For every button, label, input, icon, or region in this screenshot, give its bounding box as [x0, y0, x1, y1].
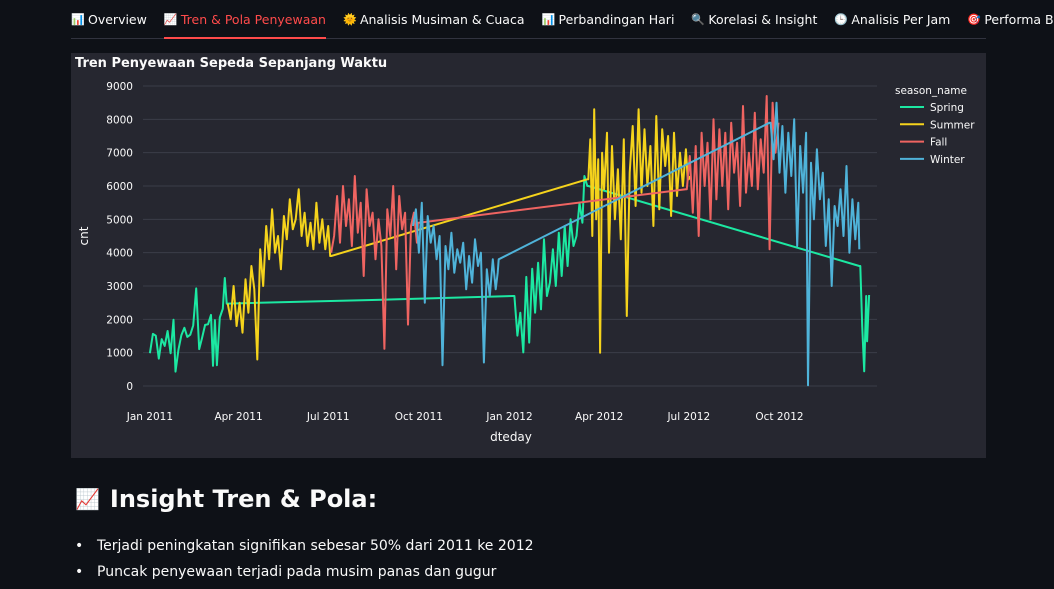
y-tick-label: 0 [126, 381, 133, 393]
tab-label: Analisis Per Jam [851, 11, 951, 27]
x-tick-label: Oct 2012 [755, 411, 803, 423]
sun-icon: 🌞 [342, 12, 357, 26]
time-series-chart: Tren Penyewaan Sepeda Sepanjang Waktu 0 10… [75, 56, 975, 444]
y-axis-title: cnt [77, 226, 91, 245]
insight-heading: 📈 Insight Tren & Pola: [75, 485, 377, 513]
series-line-winter [412, 101, 861, 387]
y-tick-label: 4000 [106, 248, 133, 260]
y-tick-label: 6000 [106, 181, 133, 193]
legend-label-fall: Fall [930, 137, 947, 149]
tab-label: Analisis Musiman & Cuaca [359, 11, 525, 27]
tab-label: Performa Bulanan [984, 11, 1054, 27]
insight-list: • Terjadi peningkatan signifikan sebesar … [75, 536, 534, 588]
chart-panel: Tren Penyewaan Sepeda Sepanjang Waktu 0 10… [71, 53, 986, 458]
tab-bar: 📊 Overview 📈 Tren & Pola Penyewaan 🌞 Analisis… [71, 0, 1054, 39]
bar-chart-icon: 📊 [71, 12, 85, 26]
y-tick-label: 1000 [106, 348, 133, 360]
x-tick-label: Jan 2011 [126, 411, 173, 423]
y-tick-label: 8000 [106, 114, 133, 126]
bar-chart-icon: 📊 [541, 12, 556, 26]
legend-label-winter: Winter [930, 154, 965, 166]
legend-title: season_name [895, 85, 967, 97]
tab-analisis-musiman-cuaca[interactable]: 🌞 Analisis Musiman & Cuaca [343, 0, 525, 38]
tab-tren-pola-penyewaan[interactable]: 📈 Tren & Pola Penyewaan [163, 0, 327, 39]
x-tick-label: Jul 2011 [306, 411, 350, 423]
list-item: • Terjadi peningkatan signifikan sebesar … [75, 538, 534, 554]
x-tick-label: Jan 2012 [485, 411, 532, 423]
trend-chart-icon: 📈 [163, 12, 178, 26]
tab-label: Korelasi & Insight [708, 11, 818, 27]
clock-icon: 🕒 [834, 12, 849, 26]
y-tick-label: 2000 [106, 314, 133, 326]
x-axis-title: dteday [490, 430, 532, 444]
tab-label: Tren & Pola Penyewaan [180, 11, 326, 27]
x-tick-label: Apr 2011 [214, 411, 262, 423]
series-line-spring [148, 175, 871, 373]
y-tick-label: 9000 [106, 81, 133, 93]
y-tick-label: 7000 [106, 148, 133, 160]
tab-performa-bulanan[interactable]: 🎯Performa Bulanan [967, 0, 1054, 38]
y-tick-label: 5000 [106, 214, 133, 226]
legend-label-spring: Spring [930, 102, 964, 114]
y-tick-label: 3000 [106, 281, 133, 293]
chart-title: Tren Penyewaan Sepeda Sepanjang Waktu [75, 56, 387, 71]
series-line-fall [330, 95, 780, 350]
tab-korelasi-insight[interactable]: 🔍 Korelasi & Insight [691, 0, 817, 38]
tab-analisis-per-jam[interactable]: 🕒 Analisis Per Jam [834, 0, 950, 38]
insight-title: Insight Tren & Pola: [109, 485, 378, 513]
x-tick-label: Oct 2011 [395, 411, 443, 423]
x-tick-label: Jul 2012 [666, 411, 710, 423]
tab-label: Overview [88, 11, 147, 27]
trend-chart-icon: 📈 [75, 487, 100, 511]
tab-perbandingan-hari[interactable]: 📊 Perbandingan Hari [541, 0, 674, 38]
magnifier-icon: 🔍 [691, 12, 706, 26]
tab-label: Perbandingan Hari [558, 11, 675, 27]
target-icon: 🎯 [967, 12, 982, 26]
list-item: • Puncak penyewaan terjadi pada musim pan… [75, 564, 497, 580]
legend-label-summer: Summer [930, 119, 975, 131]
tab-overview[interactable]: 📊 Overview [71, 0, 147, 38]
series-line-summer [226, 108, 691, 361]
x-tick-label: Apr 2012 [575, 411, 623, 423]
